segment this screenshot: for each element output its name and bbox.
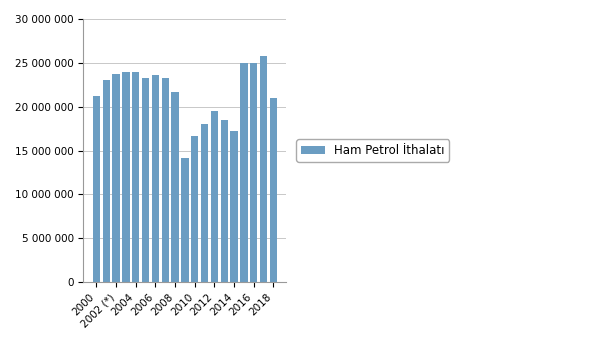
Bar bbox=[240, 63, 247, 282]
Bar bbox=[181, 158, 188, 282]
Bar bbox=[231, 131, 238, 282]
Legend: Ham Petrol İthalatı: Ham Petrol İthalatı bbox=[296, 139, 449, 162]
Bar bbox=[191, 136, 199, 282]
Bar bbox=[201, 124, 208, 282]
Bar bbox=[260, 56, 267, 282]
Bar bbox=[132, 73, 140, 282]
Bar bbox=[122, 72, 129, 282]
Bar bbox=[220, 120, 228, 282]
Bar bbox=[113, 74, 120, 282]
Bar bbox=[93, 96, 100, 282]
Bar bbox=[152, 75, 159, 282]
Bar bbox=[161, 78, 169, 282]
Bar bbox=[250, 63, 258, 282]
Bar bbox=[142, 78, 149, 282]
Bar bbox=[270, 98, 277, 282]
Bar bbox=[172, 92, 179, 282]
Bar bbox=[211, 111, 218, 282]
Bar bbox=[102, 80, 110, 282]
